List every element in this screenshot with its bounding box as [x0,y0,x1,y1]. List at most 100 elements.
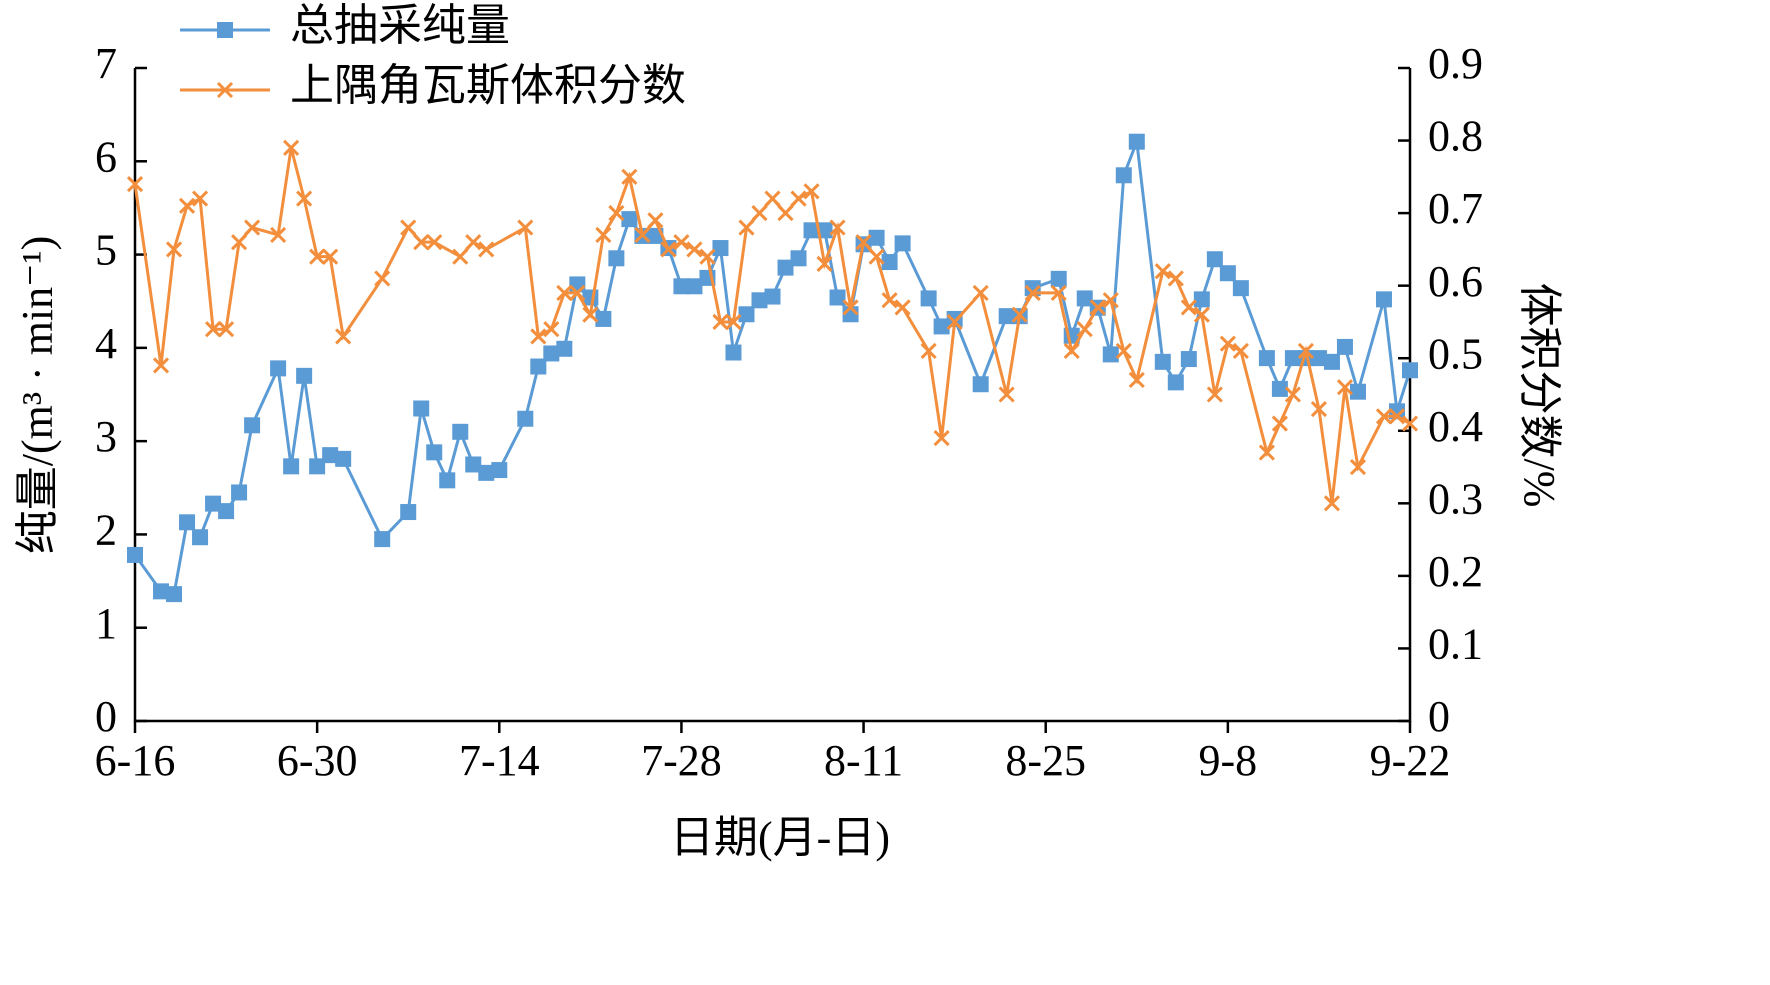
point [218,503,235,520]
point [1284,350,1301,367]
legend-marker [217,22,233,38]
point [829,289,846,306]
point [465,456,482,473]
point [126,176,144,193]
point [309,248,326,265]
point [595,310,612,327]
point [1154,353,1171,370]
point [452,248,469,265]
point [621,211,638,228]
point [634,226,651,243]
point [881,254,898,271]
point [699,248,716,265]
point [1323,495,1341,512]
point [296,190,313,207]
point [946,310,963,327]
point [894,235,911,252]
point [491,462,508,479]
point [478,464,495,481]
point [543,345,560,362]
point [244,417,261,434]
point [1375,291,1392,308]
point [231,234,248,251]
point [894,299,911,316]
y2-tick-label: 0.3 [1428,474,1483,523]
point [1349,458,1367,476]
point [192,529,209,546]
point [816,255,833,272]
point [1310,400,1327,418]
point [1402,362,1418,379]
point [569,284,586,301]
point [179,514,196,531]
point [244,219,261,236]
point [478,241,495,258]
point [530,328,547,345]
point [205,495,222,512]
point [517,219,534,236]
point [803,222,820,239]
x-tick-label: 7-14 [459,736,540,785]
point [868,229,885,246]
point [1323,353,1340,370]
point [335,450,352,467]
point [673,234,690,251]
point [166,586,183,603]
point [1232,342,1249,360]
point [296,367,313,384]
y2-tick-label: 0.6 [1428,257,1483,306]
x-tick-label: 9-8 [1199,736,1258,785]
point [1063,342,1080,360]
point [218,321,235,338]
point [673,278,690,295]
y2-tick-label: 0.8 [1428,112,1483,161]
point [712,313,729,331]
point [1011,306,1028,323]
y-tick-label: 3 [95,412,117,461]
point [1401,415,1419,432]
point [621,168,638,185]
point [1128,133,1145,150]
point [933,429,950,447]
point [543,321,560,338]
point [191,190,209,207]
point [1206,251,1223,268]
point [855,234,872,251]
point [400,504,417,521]
point [998,386,1015,403]
y-tick-label: 6 [95,132,117,181]
point [686,241,703,258]
point [660,241,677,258]
point [998,308,1015,325]
point [1167,270,1184,287]
point [152,357,170,374]
point [1271,415,1288,432]
series-line [133,141,1412,596]
point [413,400,430,417]
point [1154,263,1171,280]
point [322,248,339,265]
point [426,444,443,461]
point [1180,351,1197,368]
point [1180,299,1197,316]
point [647,212,664,229]
point [764,190,781,207]
point [803,183,820,200]
y2-tick-label: 0 [1428,692,1450,741]
point [1336,338,1353,355]
point [920,290,937,307]
x-tick-label: 6-16 [95,736,176,785]
point [751,292,768,309]
y2-tick-label: 0.2 [1428,547,1483,596]
point [270,360,287,377]
point [933,318,950,335]
point [712,240,729,257]
point [556,340,573,357]
point [790,190,807,207]
point [127,546,143,563]
point [153,583,170,600]
y2-tick-label: 0.1 [1428,620,1483,669]
point [608,250,625,267]
point [1167,374,1184,391]
